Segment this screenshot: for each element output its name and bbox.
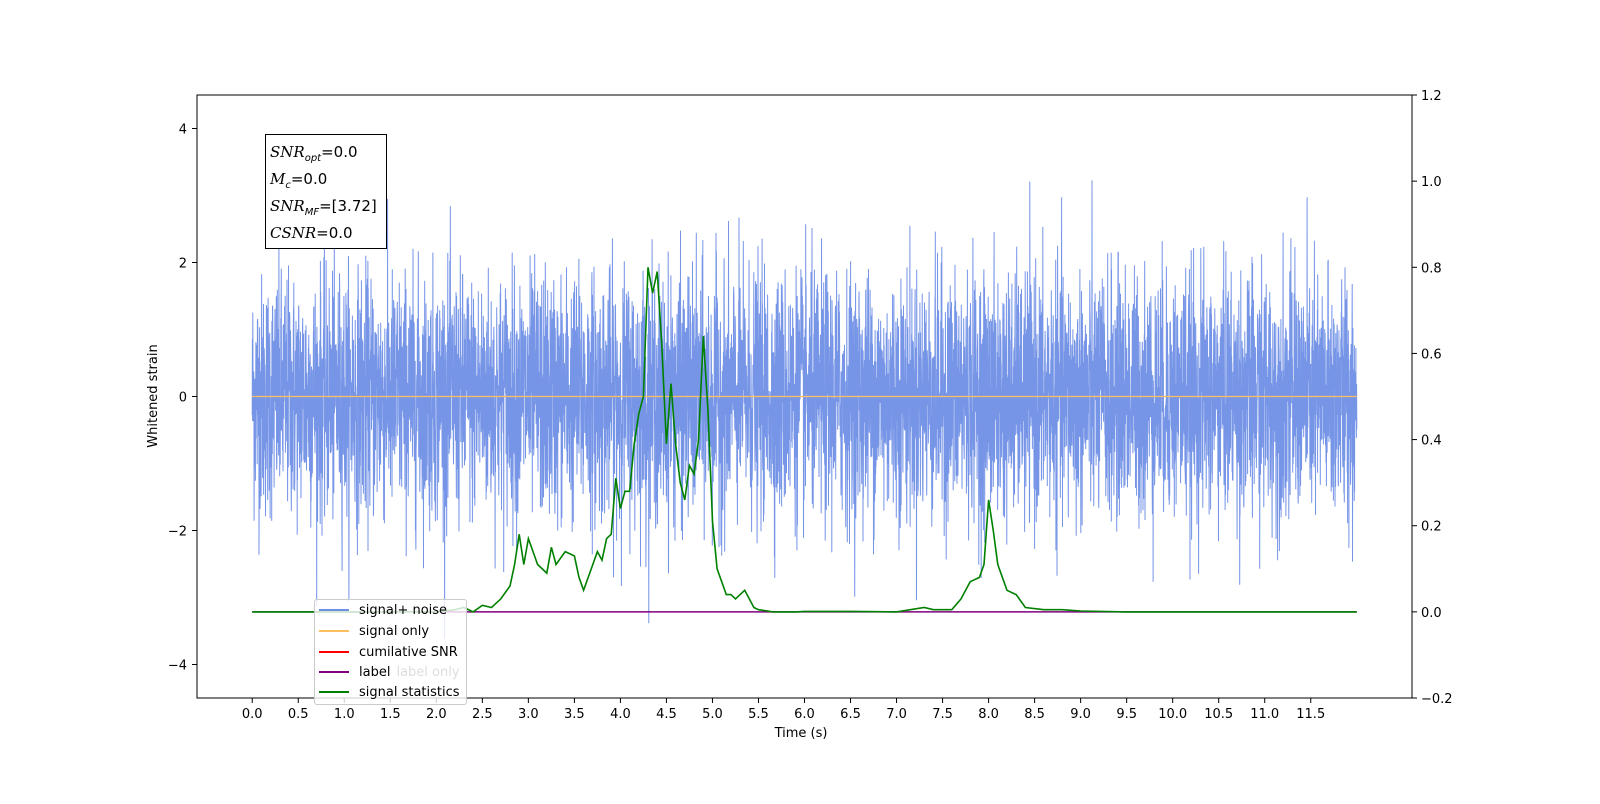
signal-statistics-series [252, 267, 1357, 613]
legend-entry-cumilative-snr: cumilative SNR [319, 642, 458, 662]
snr-opt-value: =0.0 [321, 143, 358, 161]
y2-tick-label: −0.2 [1421, 692, 1453, 707]
stats-annotation-box: SNRopt=0.0 Mc=0.0 SNRMF=[3.72] CSNR=0.0 [265, 134, 387, 249]
x-tick-label: 3.0 [518, 707, 539, 722]
x-tick-label: 5.0 [702, 707, 723, 722]
legend-swatch-signal-noise [319, 609, 349, 611]
x-tick-label: 6.0 [794, 707, 815, 722]
signal-noise-series [251, 180, 1358, 640]
x-tick-label: 9.0 [1070, 707, 1091, 722]
x-tick-label: 1.5 [380, 707, 401, 722]
x-tick-label: 4.0 [610, 707, 631, 722]
y-axis-left: 4 2 0 −2 −4 [168, 123, 197, 674]
legend-label-signal-statistics: signal statistics [359, 684, 460, 700]
y-axis-label: Whitened strain [146, 344, 161, 447]
legend: signal+ noise signal only cumilative SNR… [314, 599, 467, 705]
y-tick-label: −4 [168, 659, 187, 674]
x-tick-label: 0.0 [242, 707, 263, 722]
csnr-line: CSNR=0.0 [270, 224, 353, 242]
x-tick-label: 7.5 [932, 707, 953, 722]
x-tick-label: 0.5 [288, 707, 309, 722]
legend-entry-signal-noise: signal+ noise [319, 600, 447, 620]
snr-opt-line: SNRopt=0.0 [270, 143, 358, 164]
snr-mf-value: =[3.72] [319, 197, 377, 215]
mc-value: =0.0 [290, 170, 328, 188]
x-tick-label: 6.5 [840, 707, 861, 722]
signal-noise-line [251, 180, 1358, 640]
y-axis-right: 1.2 1.0 0.8 0.6 0.4 0.2 0.0 −0.2 [1412, 89, 1453, 707]
y-tick-label: 0 [179, 391, 187, 406]
x-tick-label: 10.0 [1158, 707, 1187, 722]
y-tick-label: 2 [179, 257, 187, 272]
legend-swatch-label [319, 671, 349, 673]
x-tick-label: 2.0 [426, 707, 447, 722]
y2-tick-label: 0.6 [1421, 347, 1442, 362]
x-tick-label: 8.0 [978, 707, 999, 722]
legend-label-signal-noise: signal+ noise [359, 602, 448, 618]
y-tick-label: 4 [179, 123, 187, 138]
x-tick-label: 10.5 [1204, 707, 1233, 722]
x-tick-label: 11.0 [1250, 707, 1279, 722]
legend-entry-signal-statistics: signal statistics [319, 682, 460, 702]
x-tick-label: 8.5 [1024, 707, 1045, 722]
legend-entry-signal-only: signal only [319, 621, 429, 641]
x-tick-label: 9.5 [1116, 707, 1137, 722]
x-axis: 0.0 0.5 1.0 1.5 2.0 2.5 3.0 3.5 4.0 4.5 5.0 5.5 6.0 6… [242, 698, 1325, 722]
x-tick-label: 7.0 [886, 707, 907, 722]
csnr-value: =0.0 [316, 224, 353, 242]
y2-tick-label: 1.0 [1421, 175, 1442, 190]
y2-tick-label: 0.8 [1421, 261, 1442, 276]
legend-entry-label: label label only [319, 662, 460, 682]
legend-swatch-signal-statistics [319, 691, 349, 693]
y2-tick-label: 1.2 [1421, 89, 1442, 104]
legend-swatch-cumilative-snr [319, 651, 349, 653]
legend-label-signal-only: signal only [359, 623, 430, 639]
x-tick-label: 4.5 [656, 707, 677, 722]
legend-label-hidden: label only [396, 664, 460, 680]
snr-mf-line: SNRMF=[3.72] [270, 197, 377, 218]
x-axis-label: Time (s) [774, 726, 828, 741]
legend-swatch-signal-only [319, 630, 349, 632]
x-tick-label: 3.5 [564, 707, 585, 722]
y2-tick-label: 0.0 [1421, 606, 1442, 621]
legend-label-label: label [359, 664, 391, 680]
x-tick-label: 11.5 [1296, 707, 1325, 722]
x-tick-label: 1.0 [334, 707, 355, 722]
y-tick-label: −2 [168, 525, 187, 540]
y2-tick-label: 0.4 [1421, 434, 1442, 449]
x-tick-label: 5.5 [748, 707, 769, 722]
y2-tick-label: 0.2 [1421, 520, 1442, 535]
mc-line: Mc=0.0 [270, 170, 328, 191]
legend-label-cumilative-snr: cumilative SNR [359, 644, 458, 660]
x-tick-label: 2.5 [472, 707, 493, 722]
